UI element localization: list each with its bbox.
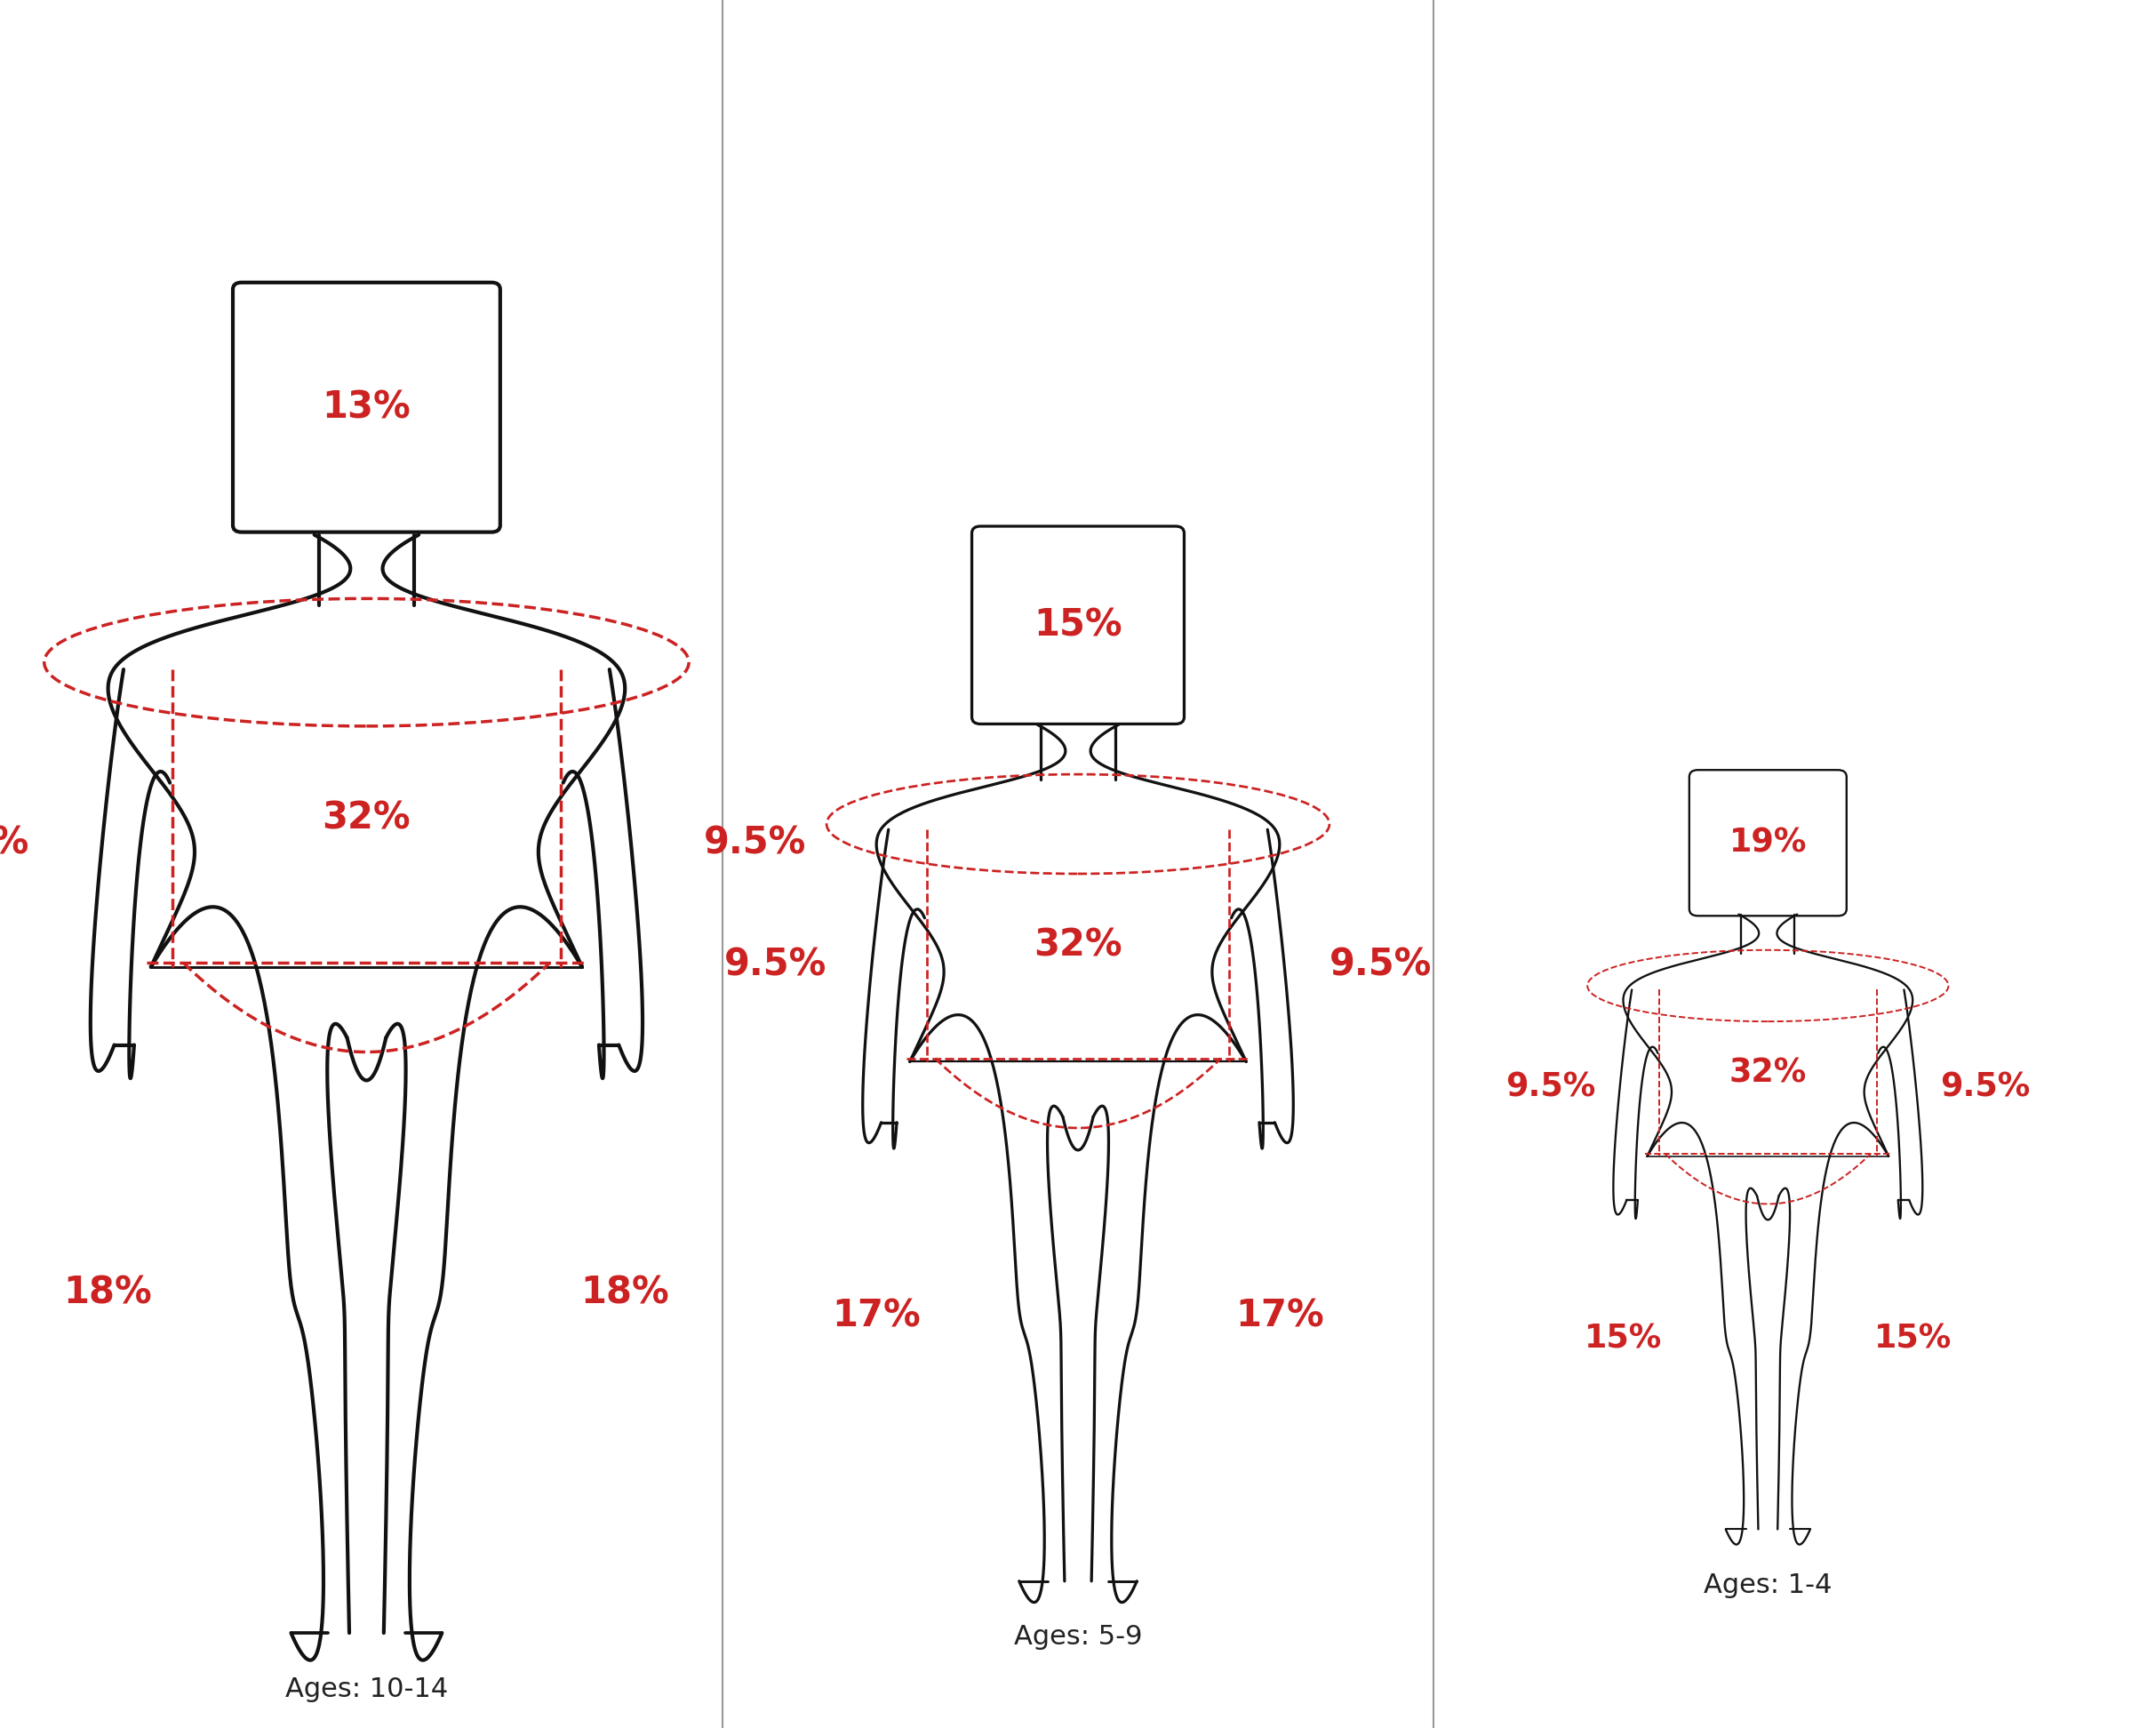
Text: 9.5%: 9.5% bbox=[724, 947, 826, 983]
Text: 18%: 18% bbox=[580, 1274, 671, 1312]
Text: 32%: 32% bbox=[1033, 926, 1123, 964]
Text: 13%: 13% bbox=[321, 389, 412, 427]
Text: 17%: 17% bbox=[1235, 1298, 1324, 1334]
Text: 32%: 32% bbox=[321, 800, 412, 836]
Text: 32%: 32% bbox=[1729, 1056, 1807, 1089]
Text: Ages: 10-14: Ages: 10-14 bbox=[285, 1676, 448, 1702]
Text: 9.5%: 9.5% bbox=[1505, 1070, 1595, 1104]
Text: 15%: 15% bbox=[1033, 607, 1123, 645]
Text: 9.5%: 9.5% bbox=[1940, 1070, 2031, 1104]
Text: 15%: 15% bbox=[1874, 1322, 1951, 1355]
Text: 18%: 18% bbox=[63, 1274, 153, 1312]
Text: 17%: 17% bbox=[832, 1298, 921, 1334]
Text: Ages: 5-9: Ages: 5-9 bbox=[1013, 1624, 1143, 1650]
Text: 19%: 19% bbox=[1729, 826, 1807, 859]
Text: Ages: 1-4: Ages: 1-4 bbox=[1703, 1572, 1833, 1598]
Text: 9.5%: 9.5% bbox=[1330, 947, 1432, 983]
Text: 15%: 15% bbox=[1585, 1322, 1662, 1355]
Text: 9.5%: 9.5% bbox=[0, 824, 30, 862]
Text: 9.5%: 9.5% bbox=[703, 824, 806, 862]
